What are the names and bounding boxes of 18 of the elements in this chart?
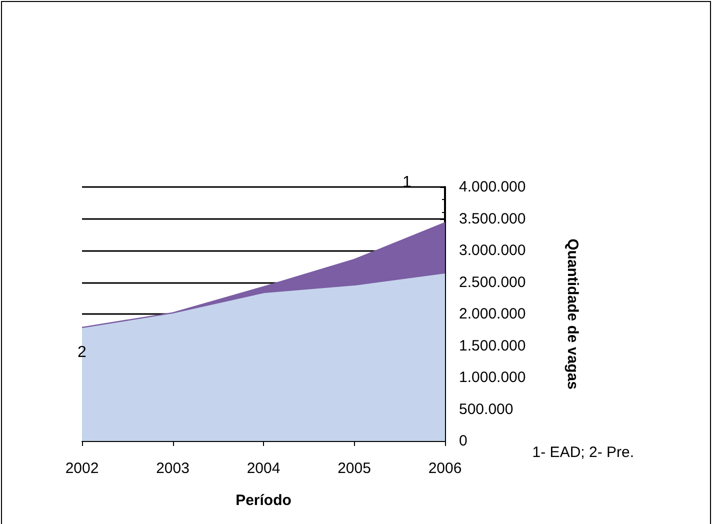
x-axis-title: Período (236, 492, 292, 509)
series-label: 2 (78, 344, 87, 362)
y-axis-title: Quantidade de vagas (564, 238, 581, 390)
y-tick-label: 0 (459, 432, 468, 450)
x-tick-label: 2006 (428, 460, 462, 477)
x-tick-label: 2004 (246, 460, 280, 477)
y-tick-label: 4.000.000 (459, 178, 526, 196)
x-tick-label: 2005 (338, 460, 371, 477)
y-tick-label: 3.000.000 (459, 242, 526, 259)
x-tick-label: 2002 (65, 460, 99, 477)
x-tick-label: 2003 (156, 460, 190, 477)
y-tick-label: 1.500.000 (459, 337, 526, 354)
y-tick-label: 1.000.000 (459, 369, 526, 386)
y-tick-label: 2.000.000 (459, 306, 526, 322)
text: 1- EAD; 2- Pre. (532, 444, 634, 461)
y-tick-label: 3.500.000 (459, 210, 526, 228)
y-tick-label: 2.500.000 (459, 274, 526, 291)
y-tick-label: 500.000 (459, 400, 514, 418)
